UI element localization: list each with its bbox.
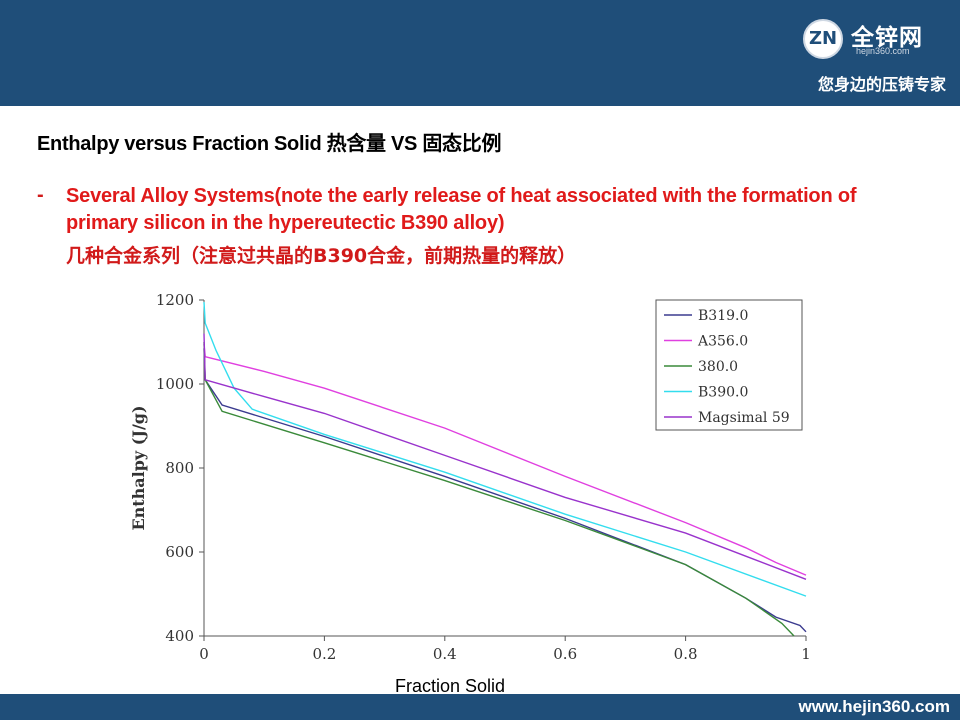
x-tick-label: 0.4 xyxy=(433,645,457,663)
bullet-dash: - xyxy=(37,184,44,206)
bullet-text: Several Alloy Systems(note the early rel… xyxy=(66,185,857,234)
series-line-380-0 xyxy=(203,341,795,637)
series-line-magsimal-59 xyxy=(203,333,807,580)
series-line-b390-0 xyxy=(203,302,807,597)
y-tick-label: 600 xyxy=(165,543,194,561)
y-axis-label: Enthalpy (J/g) xyxy=(129,405,148,530)
brand-slogan: 您身边的压铸专家 xyxy=(817,75,946,94)
logo-mark: ZN xyxy=(803,19,843,59)
y-tick-label: 400 xyxy=(165,627,194,645)
footer-url: www.hejin360.com xyxy=(798,697,950,716)
x-tick-label: 0.2 xyxy=(312,645,336,663)
bullet-text-cn: 几种合金系列（注意过共晶的B390合金，前期热量的释放） xyxy=(66,245,577,267)
logo-mark-text: ZN xyxy=(808,28,838,49)
x-tick-label: 1 xyxy=(801,645,811,663)
x-tick-label: 0.8 xyxy=(674,645,698,663)
brand-name: 全锌网 xyxy=(851,25,923,51)
legend-label-magsimal-59: Magsimal 59 xyxy=(698,410,790,426)
legend-label-380-0: 380.0 xyxy=(698,359,738,375)
y-tick-label: 1000 xyxy=(156,375,194,393)
footer-bar: www.hejin360.com xyxy=(0,694,960,720)
y-tick-label: 800 xyxy=(165,459,194,477)
legend-label-b319-0: B319.0 xyxy=(698,308,748,324)
x-tick-label: 0.6 xyxy=(553,645,577,663)
legend-box xyxy=(655,299,803,431)
legend-label-a356-0: A356.0 xyxy=(697,334,748,350)
series-line-a356-0 xyxy=(203,344,807,576)
header-bar: ZN 全锌网 hejin360.com 您身边的压铸专家 xyxy=(0,0,960,106)
brand-url: hejin360.com xyxy=(856,46,910,56)
legend-label-b390-0: B390.0 xyxy=(698,385,748,401)
slide-title: Enthalpy versus Fraction Solid 热含量 VS 固态… xyxy=(37,133,502,155)
x-axis-label: Fraction Solid xyxy=(395,676,505,696)
series-line-b319-0 xyxy=(203,348,807,633)
x-tick-label: 0 xyxy=(199,645,209,663)
y-tick-label: 1200 xyxy=(156,291,194,309)
enthalpy-chart: 400 600 800 1000 1200 0 0.2 0.4 0.6 0.8 1 Fraction … xyxy=(129,291,811,696)
